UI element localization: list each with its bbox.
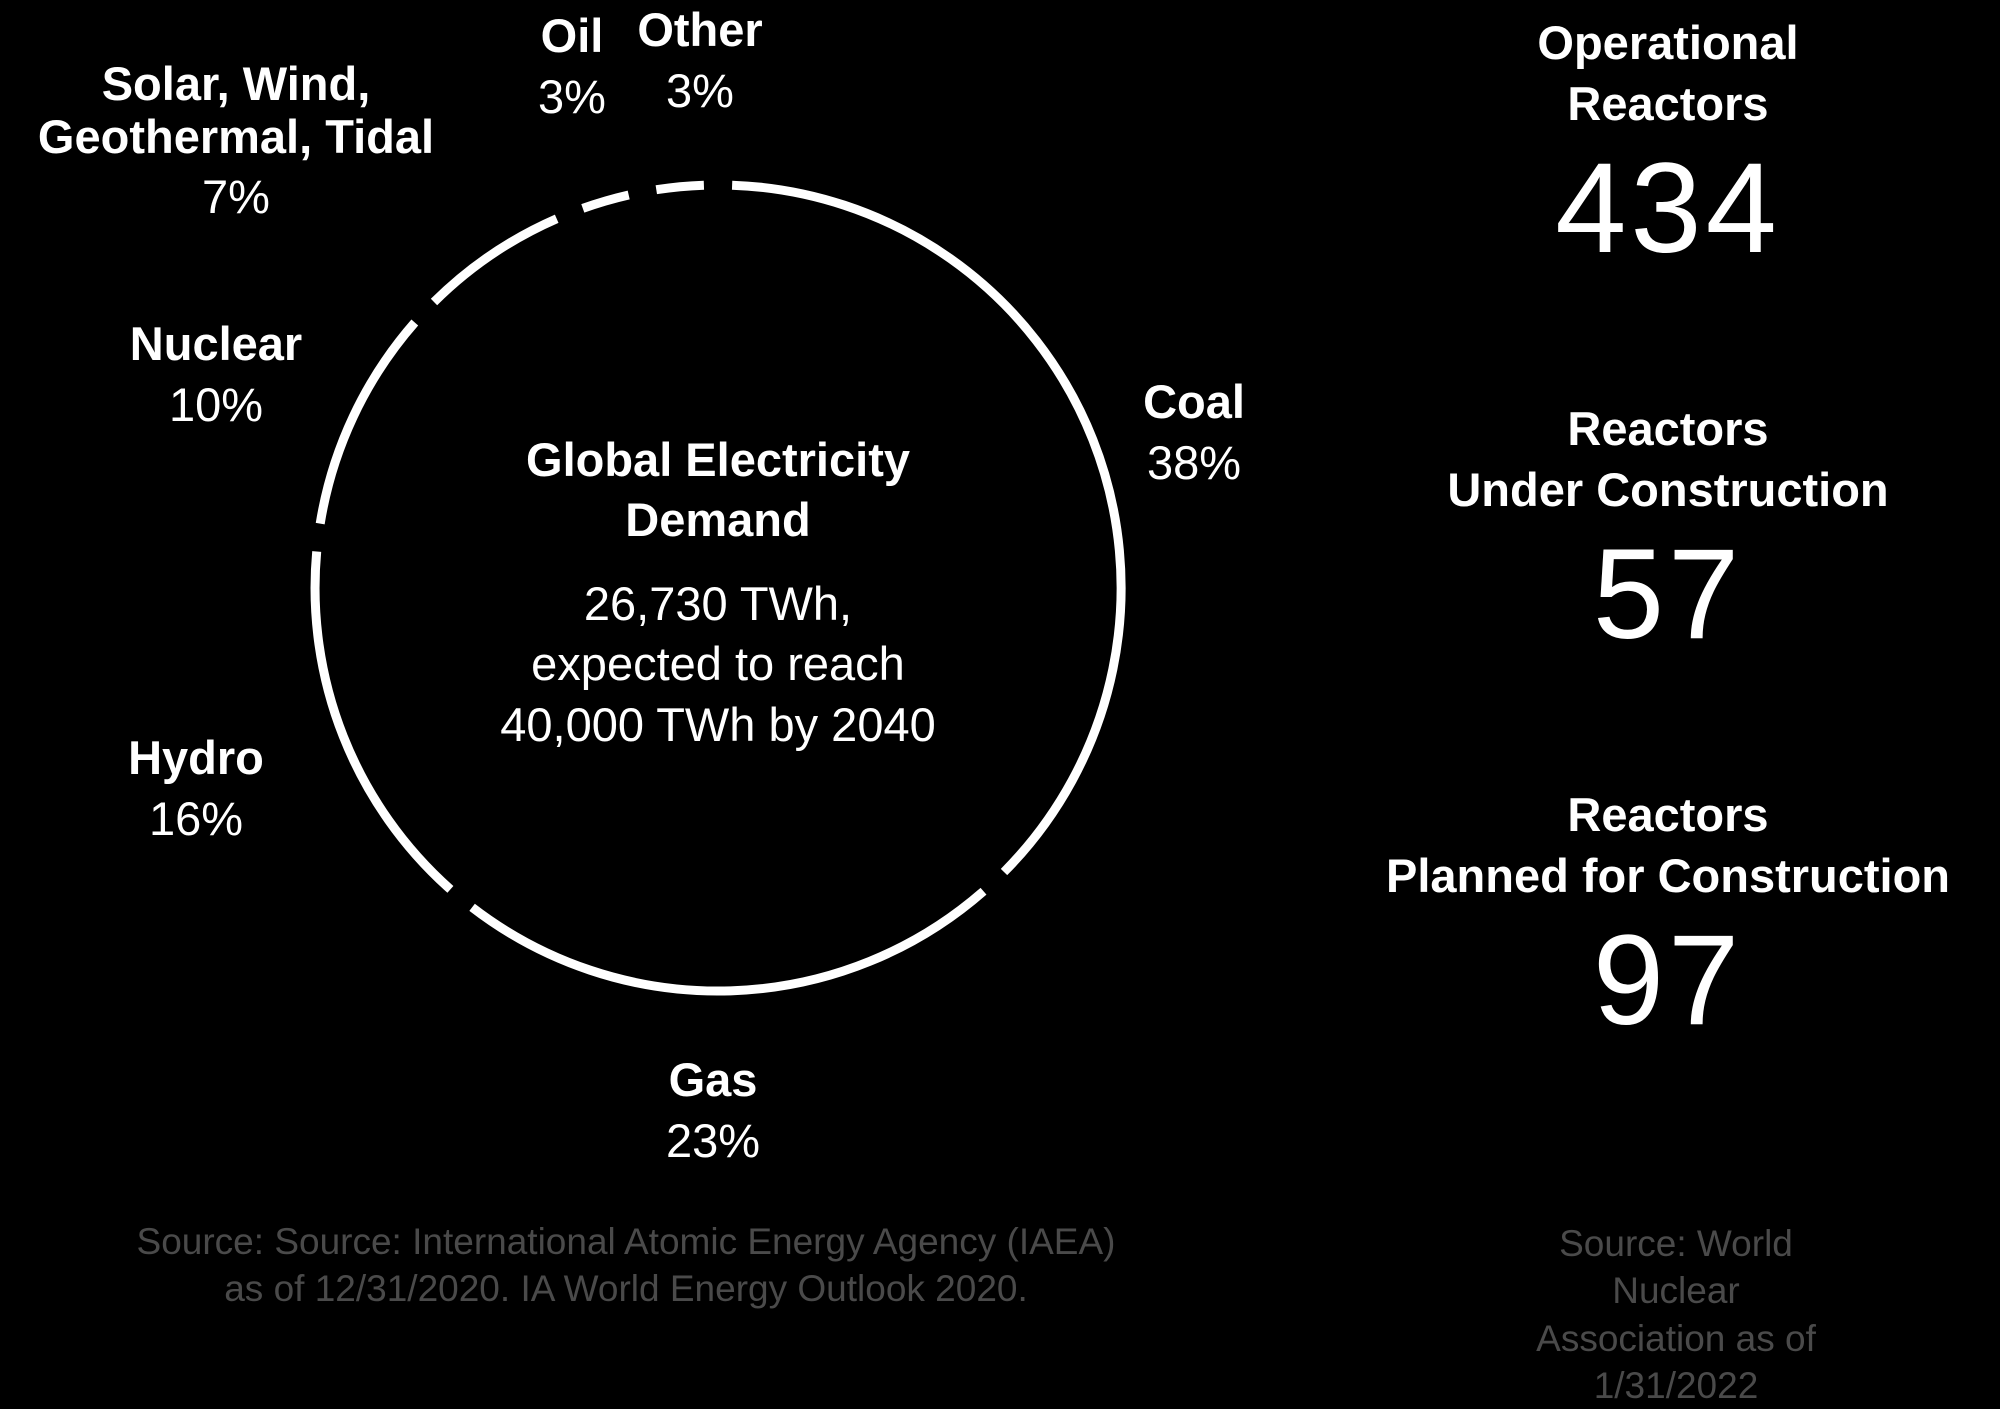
slice-label-gas: Gas 23% [666, 1052, 760, 1169]
slice-name-renewables: Solar, Wind, Geothermal, Tidal [37, 57, 435, 163]
slice-pct-renewables: 7% [202, 170, 270, 224]
slice-arc-hydro [310, 551, 454, 893]
slice-label-coal: Coal 38% [1143, 374, 1245, 491]
slice-name-coal: Coal [1143, 375, 1245, 428]
stat-operational-reactors: Operational Reactors 434 [1338, 12, 1998, 277]
slice-arc-other [655, 180, 705, 195]
stat-label: Reactors Planned for Construction [1386, 788, 1950, 903]
slice-pct-oil: 3% [538, 70, 606, 124]
donut-chart [310, 180, 1126, 996]
slice-label-oil: Oil 3% [538, 8, 606, 125]
slice-arc-gas [469, 887, 987, 996]
slice-label-other: Other 3% [637, 2, 762, 119]
stat-reactors-under-construction: Reactors Under Construction 57 [1338, 398, 1998, 663]
stat-reactors-planned: Reactors Planned for Construction 97 [1338, 784, 1998, 1049]
slice-pct-hydro: 16% [148, 792, 244, 846]
slice-label-nuclear: Nuclear 10% [130, 316, 302, 433]
slice-pct-other: 3% [666, 64, 734, 118]
slice-name-gas: Gas [668, 1053, 758, 1106]
right-source-note: Source: World Nuclear Association as of … [1536, 1223, 1816, 1407]
chart-title: Global Electricity Demand [526, 433, 910, 547]
slice-name-nuclear: Nuclear [129, 317, 303, 370]
slice-name-hydro: Hydro [128, 731, 264, 784]
slice-pct-nuclear: 10% [168, 378, 264, 432]
slice-label-renewables: Solar, Wind, Geothermal, Tidal 7% [37, 57, 435, 225]
left-source-note: Source: Source: International Atomic Ene… [136, 1221, 1116, 1310]
slice-label-hydro: Hydro 16% [128, 730, 264, 847]
stat-label: Reactors Under Construction [1447, 402, 1889, 517]
stat-value: 97 [1592, 909, 1744, 1053]
stat-value: 57 [1592, 523, 1744, 667]
slice-arc-coal [731, 180, 1126, 876]
slice-name-oil: Oil [540, 9, 604, 62]
slice-arc-nuclear [315, 319, 419, 525]
stat-label: Operational Reactors [1537, 16, 1799, 131]
chart-subtitle: 26,730 TWh, expected to reach 40,000 TWh… [500, 577, 936, 751]
slice-arc-solar [430, 214, 559, 306]
stat-value: 434 [1555, 137, 1781, 281]
slice-pct-coal: 38% [1146, 436, 1242, 490]
slice-arc-oil [581, 190, 630, 213]
donut-center: Global Electricity Demand 26,730 TWh, ex… [438, 430, 998, 755]
slice-pct-gas: 23% [665, 1114, 761, 1168]
slice-name-other: Other [637, 3, 763, 56]
